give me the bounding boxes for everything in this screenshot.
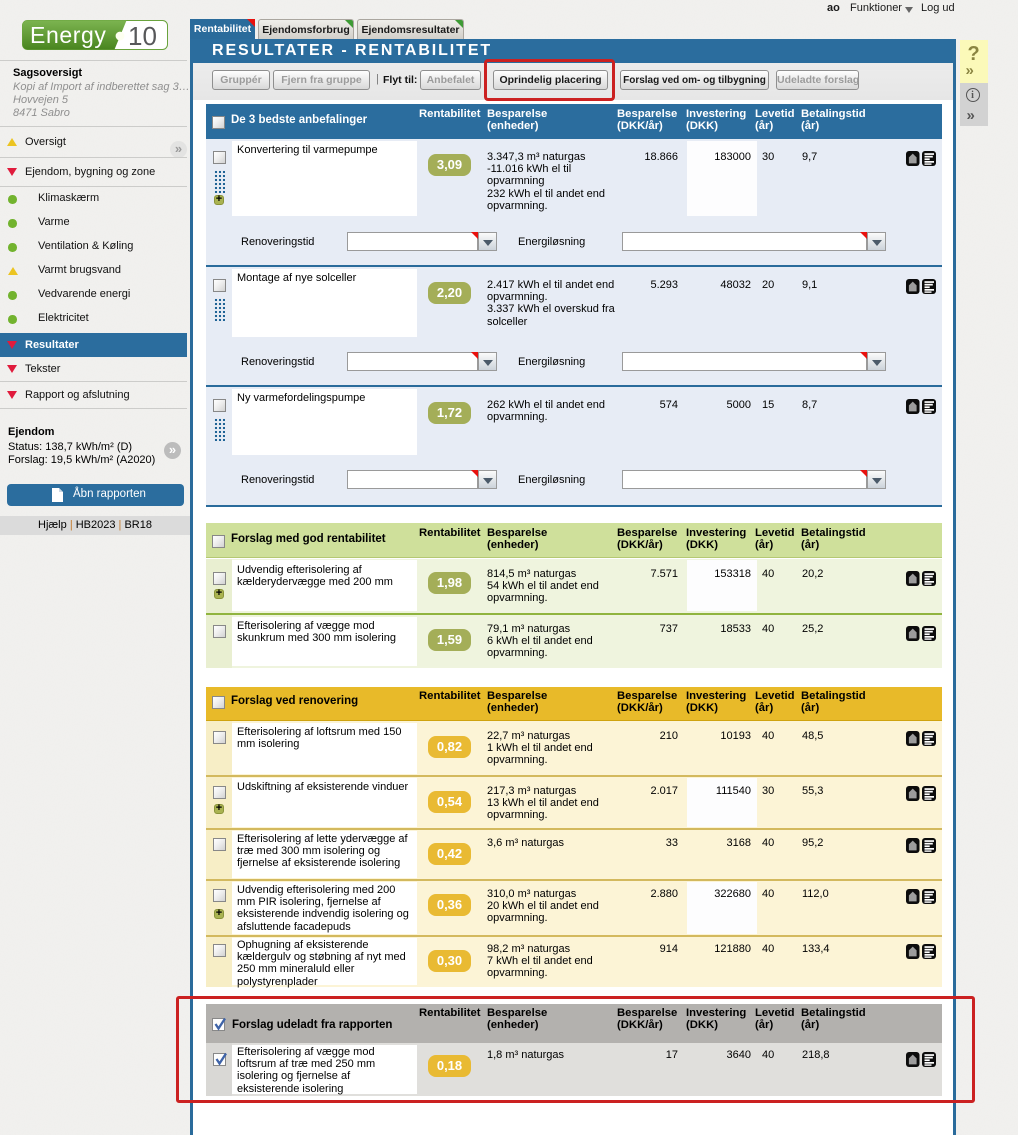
svg-text:Energy: Energy: [30, 22, 106, 48]
svg-text:10: 10: [128, 21, 157, 50]
